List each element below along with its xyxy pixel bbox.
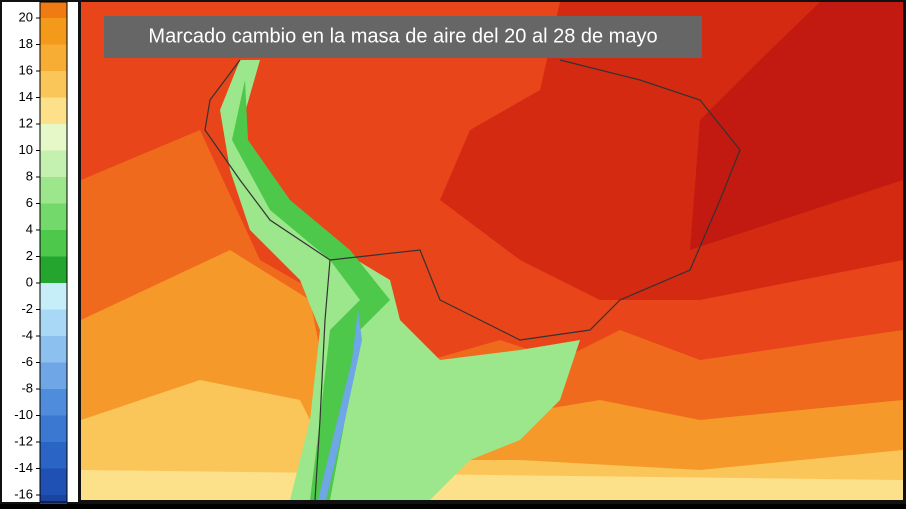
tick-label: -2 — [21, 301, 33, 316]
color-band — [40, 495, 67, 509]
color-band — [40, 44, 67, 72]
color-band — [40, 18, 67, 45]
color-band — [40, 309, 67, 337]
tick-label: 14 — [19, 89, 33, 104]
title-box — [104, 16, 702, 58]
tick-label: 16 — [19, 62, 33, 77]
tick-label: -4 — [21, 327, 33, 342]
tick-label: 0 — [26, 274, 33, 289]
color-band — [40, 177, 67, 204]
region-andes — [232, 80, 390, 500]
color-band — [40, 256, 67, 284]
color-band — [40, 124, 67, 151]
color-band — [40, 283, 67, 310]
color-band — [40, 150, 67, 178]
tick-label: -8 — [21, 380, 33, 395]
region-cold — [318, 310, 362, 500]
color-band — [40, 468, 67, 496]
tick-label: -6 — [21, 354, 33, 369]
color-band — [40, 389, 67, 416]
tick-label: 8 — [26, 168, 33, 183]
color-band — [40, 415, 67, 443]
color-band — [40, 336, 67, 363]
tick-label: -14 — [14, 460, 33, 475]
tick-label: 12 — [19, 115, 33, 130]
color-band — [40, 71, 67, 98]
region-paleyellow — [81, 470, 903, 500]
color-band — [40, 203, 67, 231]
title: Marcado cambio en la masa de aire del 20… — [148, 25, 657, 47]
colorbar-outline — [39, 1, 68, 503]
color-band — [40, 97, 67, 125]
color-band — [40, 362, 67, 390]
tick-label: -16 — [14, 486, 33, 501]
color-band — [40, 442, 67, 469]
tick-label: -10 — [14, 407, 33, 422]
region-hot — [690, 2, 903, 250]
tick-label: 4 — [26, 221, 33, 236]
region-yellow — [81, 380, 903, 500]
tick-label: 18 — [19, 36, 33, 51]
region-green — [220, 60, 580, 500]
tick-label: 2 — [26, 248, 33, 263]
map — [81, 2, 903, 501]
colorbar-top — [40, 2, 67, 20]
tick-label: -12 — [14, 433, 33, 448]
borders — [204, 59, 741, 501]
color-band — [40, 230, 67, 257]
tick-label: 20 — [19, 9, 33, 24]
tick-label: 10 — [19, 142, 33, 157]
tick-label: 6 — [26, 195, 33, 210]
